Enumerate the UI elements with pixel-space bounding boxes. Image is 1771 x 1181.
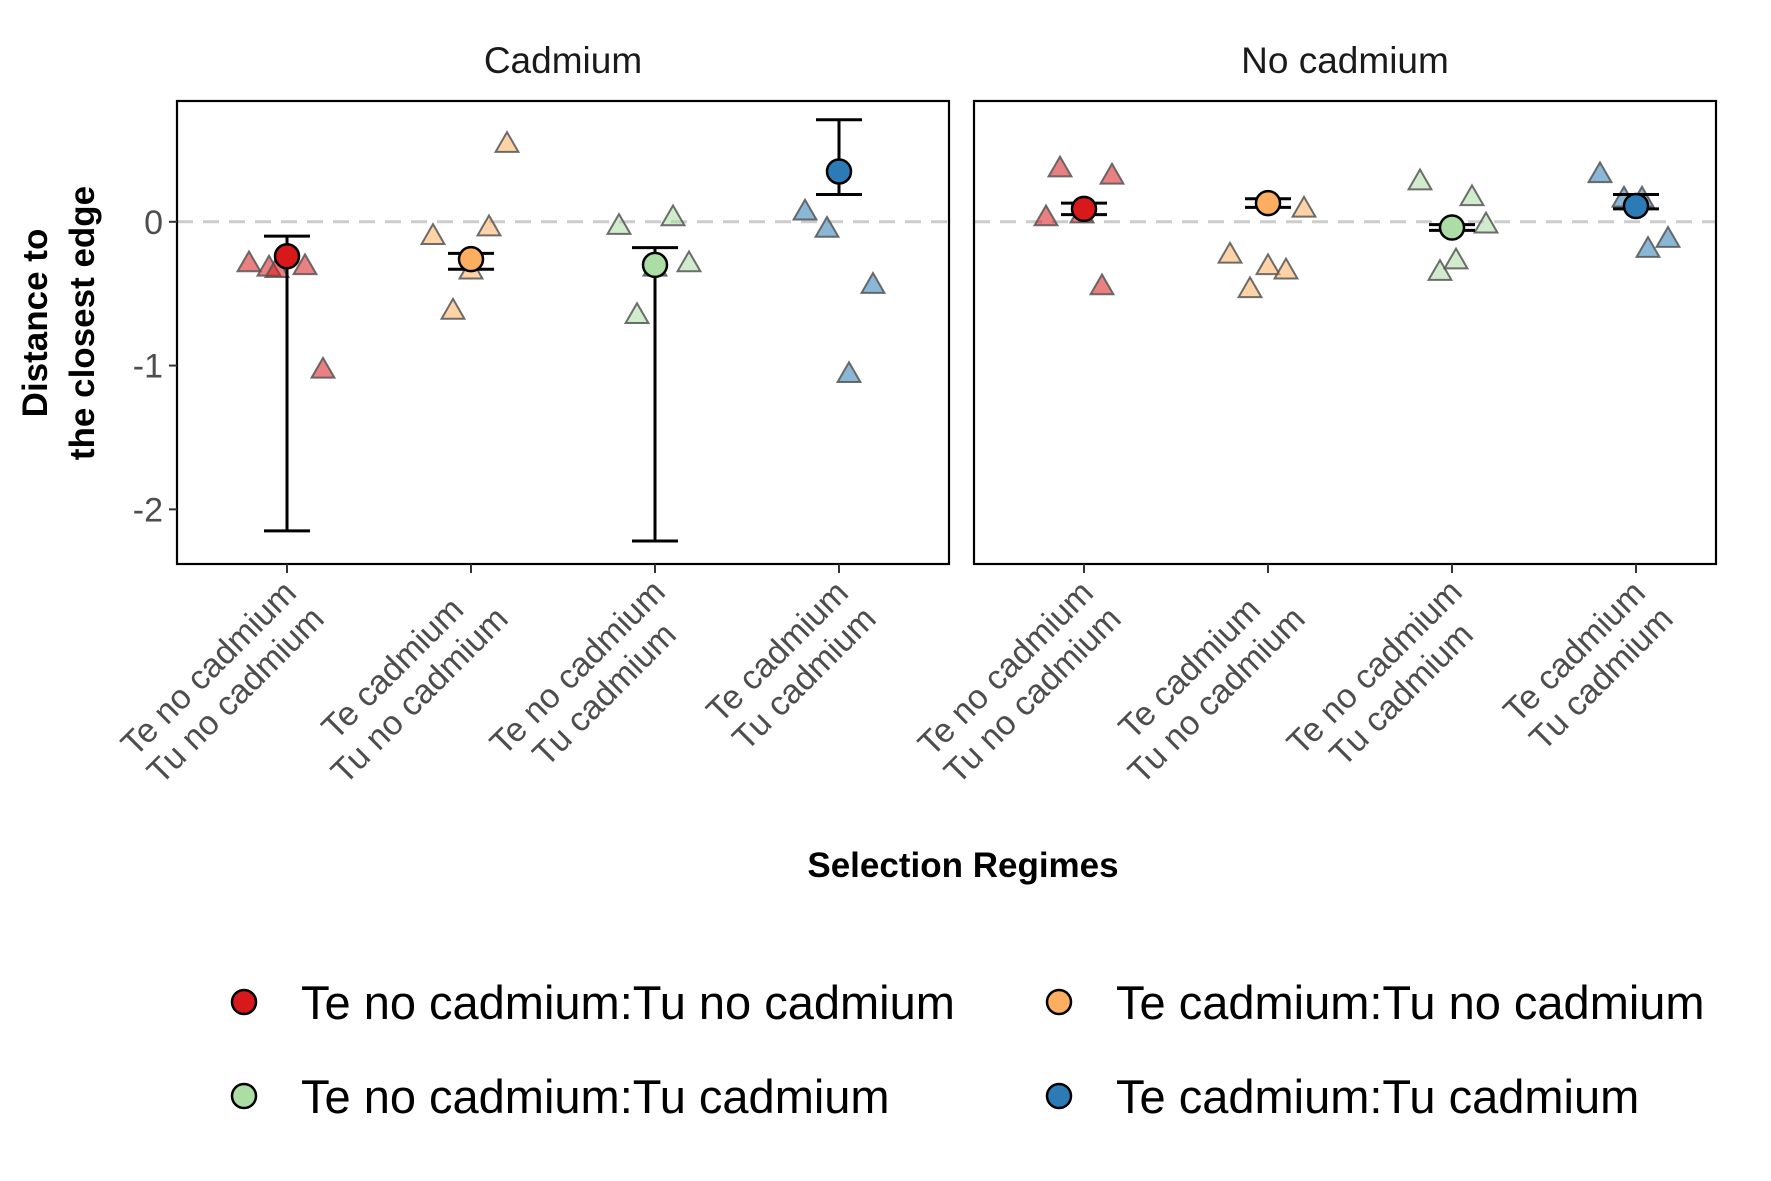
- data-point-triangle: [1290, 194, 1318, 218]
- data-point-triangle: [493, 130, 521, 153]
- mean-point: [1622, 192, 1650, 220]
- data-point-triangle: [419, 222, 447, 245]
- data-point-triangle: [1654, 225, 1682, 248]
- mean-point: [1070, 195, 1098, 223]
- data-point-triangle: [1098, 161, 1126, 185]
- data-point-triangle: [1254, 252, 1282, 276]
- y-axis-title-line-2: the closest edge: [63, 186, 102, 460]
- data-point-triangle: [1634, 235, 1662, 258]
- legend-label: Te no cadmium:Tu cadmium: [301, 1070, 890, 1123]
- data-point-triangle: [291, 252, 319, 276]
- y-tick-label: -1: [133, 348, 163, 386]
- legend-circle-key: [230, 1082, 258, 1110]
- y-tick-label: 0: [144, 204, 163, 242]
- data-point-triangle: [1472, 210, 1500, 234]
- legend-item: Te no cadmium:Tu cadmium: [230, 1070, 890, 1123]
- legend-item: Te no cadmium:Tu no cadmium: [230, 976, 955, 1029]
- mean-point: [1254, 189, 1282, 217]
- legend-circle-key: [230, 988, 258, 1016]
- data-point-triangle: [1046, 154, 1074, 178]
- data-point-triangle: [813, 214, 841, 238]
- facet-title: Cadmium: [484, 40, 642, 81]
- y-tick-label: -2: [133, 491, 163, 529]
- data-point-triangle: [1032, 203, 1060, 227]
- data-point-triangle: [1216, 240, 1244, 264]
- data-point-triangle: [439, 296, 467, 320]
- x-axis-title: Selection Regimes: [807, 846, 1118, 885]
- mean-point: [273, 243, 301, 270]
- y-axis-title-line-1: Distance to: [16, 229, 55, 418]
- data-point-triangle: [1442, 246, 1470, 270]
- data-point-triangle: [659, 203, 687, 227]
- data-point-triangle: [1406, 167, 1434, 191]
- legend-circle-key: [1045, 988, 1073, 1016]
- data-point-triangle: [835, 360, 863, 383]
- data-point-triangle: [309, 355, 337, 379]
- data-point-triangle: [1088, 272, 1116, 296]
- data-point-triangle: [1426, 258, 1454, 281]
- data-point-triangle: [1458, 183, 1486, 207]
- legend-label: Te cadmium:Tu cadmium: [1116, 1070, 1639, 1123]
- legend-item: Te cadmium:Tu cadmium: [1045, 1070, 1639, 1123]
- data-point-triangle: [1272, 256, 1300, 280]
- data-point-triangle: [235, 249, 263, 273]
- panel-border: [972, 99, 1718, 566]
- data-point-triangle: [859, 271, 887, 294]
- data-point-triangle: [675, 249, 703, 273]
- legend: Te no cadmium:Tu no cadmium Te cadmium:Tu…: [230, 976, 1705, 1123]
- data-point-triangle: [791, 197, 819, 221]
- mean-point: [1438, 214, 1466, 241]
- mean-point: [825, 158, 853, 185]
- legend-label: Te no cadmium:Tu no cadmium: [301, 976, 955, 1029]
- error-bar: [264, 234, 310, 533]
- error-bar: [632, 246, 678, 543]
- legend-circle-key: [1045, 1082, 1073, 1110]
- legend-label: Te cadmium:Tu no cadmium: [1116, 976, 1705, 1029]
- panel-border: [175, 99, 951, 566]
- data-point-triangle: [605, 212, 633, 235]
- data-point-triangle: [623, 301, 651, 325]
- data-point-triangle: [1586, 160, 1614, 184]
- data-point-triangle: [475, 213, 503, 237]
- facet-title: No cadmium: [1241, 40, 1449, 81]
- data-point-triangle: [1236, 275, 1264, 299]
- legend-item: Te cadmium:Tu no cadmium: [1045, 976, 1705, 1029]
- mean-point: [641, 251, 669, 279]
- mean-point: [457, 245, 485, 273]
